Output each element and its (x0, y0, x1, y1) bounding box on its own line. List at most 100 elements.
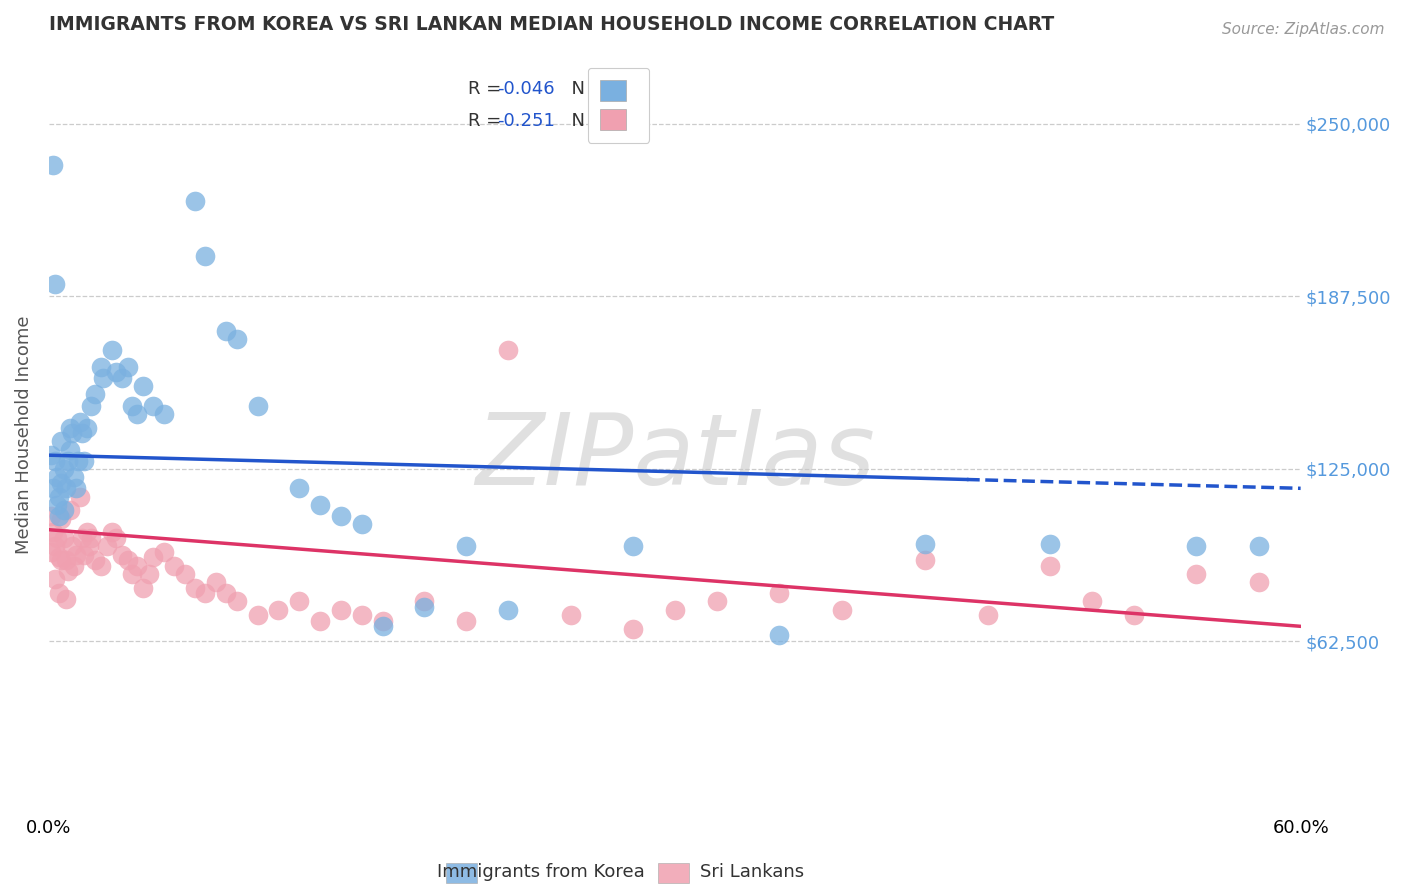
Point (330, 508, 353, 523)
Point (83, 553, 105, 567)
Point (152, 545, 174, 559)
Point (768, 586, 790, 600)
Text: N =: N = (560, 80, 612, 98)
Point (63, 558, 86, 573)
Point (72, 426, 94, 441)
Text: N =: N = (560, 112, 612, 130)
Point (621, 539, 644, 553)
Point (456, 614, 478, 628)
Point (52, 503, 75, 517)
Point (350, 517, 373, 532)
Point (65, 548, 87, 562)
Point (215, 324, 238, 338)
Point (59, 442, 82, 457)
Point (163, 558, 186, 573)
Point (914, 553, 936, 567)
Point (63, 470, 86, 484)
Point (664, 603, 686, 617)
Point (184, 581, 207, 595)
Point (246, 399, 269, 413)
Point (48, 550, 70, 565)
Point (60, 426, 83, 441)
Text: Source: ZipAtlas.com: Source: ZipAtlas.com (1222, 22, 1385, 37)
Point (76, 525, 98, 540)
Point (1185, 566, 1208, 581)
Point (104, 531, 127, 545)
Point (309, 614, 332, 628)
Point (96, 539, 118, 553)
Point (142, 550, 165, 565)
Point (1039, 558, 1062, 573)
Point (46, 531, 69, 545)
Point (60, 539, 83, 553)
Point (51, 434, 73, 449)
Point (42, 158, 65, 172)
Point (413, 599, 436, 614)
Point (194, 586, 217, 600)
Point (142, 399, 165, 413)
Point (69, 415, 91, 429)
Point (46, 470, 69, 484)
Point (1081, 594, 1104, 608)
Point (59, 420, 82, 434)
Point (371, 619, 394, 633)
Point (1247, 539, 1270, 553)
Legend: , : , (588, 68, 650, 143)
Point (55, 553, 77, 567)
Point (55, 481, 77, 495)
Point (977, 608, 1000, 623)
Point (125, 407, 148, 421)
Point (73, 548, 96, 562)
Point (76, 420, 98, 434)
Point (1039, 536, 1062, 550)
Point (132, 379, 155, 393)
Point (51, 553, 73, 567)
Point (496, 343, 519, 358)
Point (44, 539, 66, 553)
Point (104, 365, 127, 379)
Point (39, 545, 62, 559)
Point (117, 359, 139, 374)
Point (55, 591, 77, 606)
Point (77, 539, 100, 553)
Point (39, 508, 62, 523)
Point (51, 475, 73, 490)
Point (496, 603, 519, 617)
Point (706, 594, 728, 608)
Point (173, 566, 195, 581)
Point (42, 525, 65, 540)
Text: R =: R = (468, 80, 508, 98)
Point (65, 481, 87, 495)
Point (56, 454, 79, 468)
Point (44, 277, 66, 291)
Point (1247, 575, 1270, 590)
Point (225, 332, 247, 346)
Point (831, 603, 853, 617)
Point (100, 525, 122, 540)
Point (51, 511, 73, 525)
Text: -0.046: -0.046 (498, 80, 555, 98)
Point (44, 454, 66, 468)
Point (80, 531, 103, 545)
Point (246, 608, 269, 623)
Point (288, 481, 311, 495)
Point (46, 498, 69, 512)
Point (48, 508, 70, 523)
Point (1185, 539, 1208, 553)
Point (138, 566, 160, 581)
Point (288, 594, 311, 608)
Point (73, 454, 96, 468)
Text: -0.251: -0.251 (498, 112, 555, 130)
Point (111, 548, 134, 562)
Point (350, 608, 373, 623)
Point (560, 608, 582, 623)
Point (72, 531, 94, 545)
Text: IMMIGRANTS FROM KOREA VS SRI LANKAN MEDIAN HOUSEHOLD INCOME CORRELATION CHART: IMMIGRANTS FROM KOREA VS SRI LANKAN MEDI… (49, 15, 1054, 34)
Point (194, 250, 217, 264)
Point (117, 553, 139, 567)
Point (111, 371, 134, 385)
Point (56, 564, 79, 578)
Point (456, 539, 478, 553)
Point (42, 481, 65, 495)
Point (309, 498, 332, 512)
